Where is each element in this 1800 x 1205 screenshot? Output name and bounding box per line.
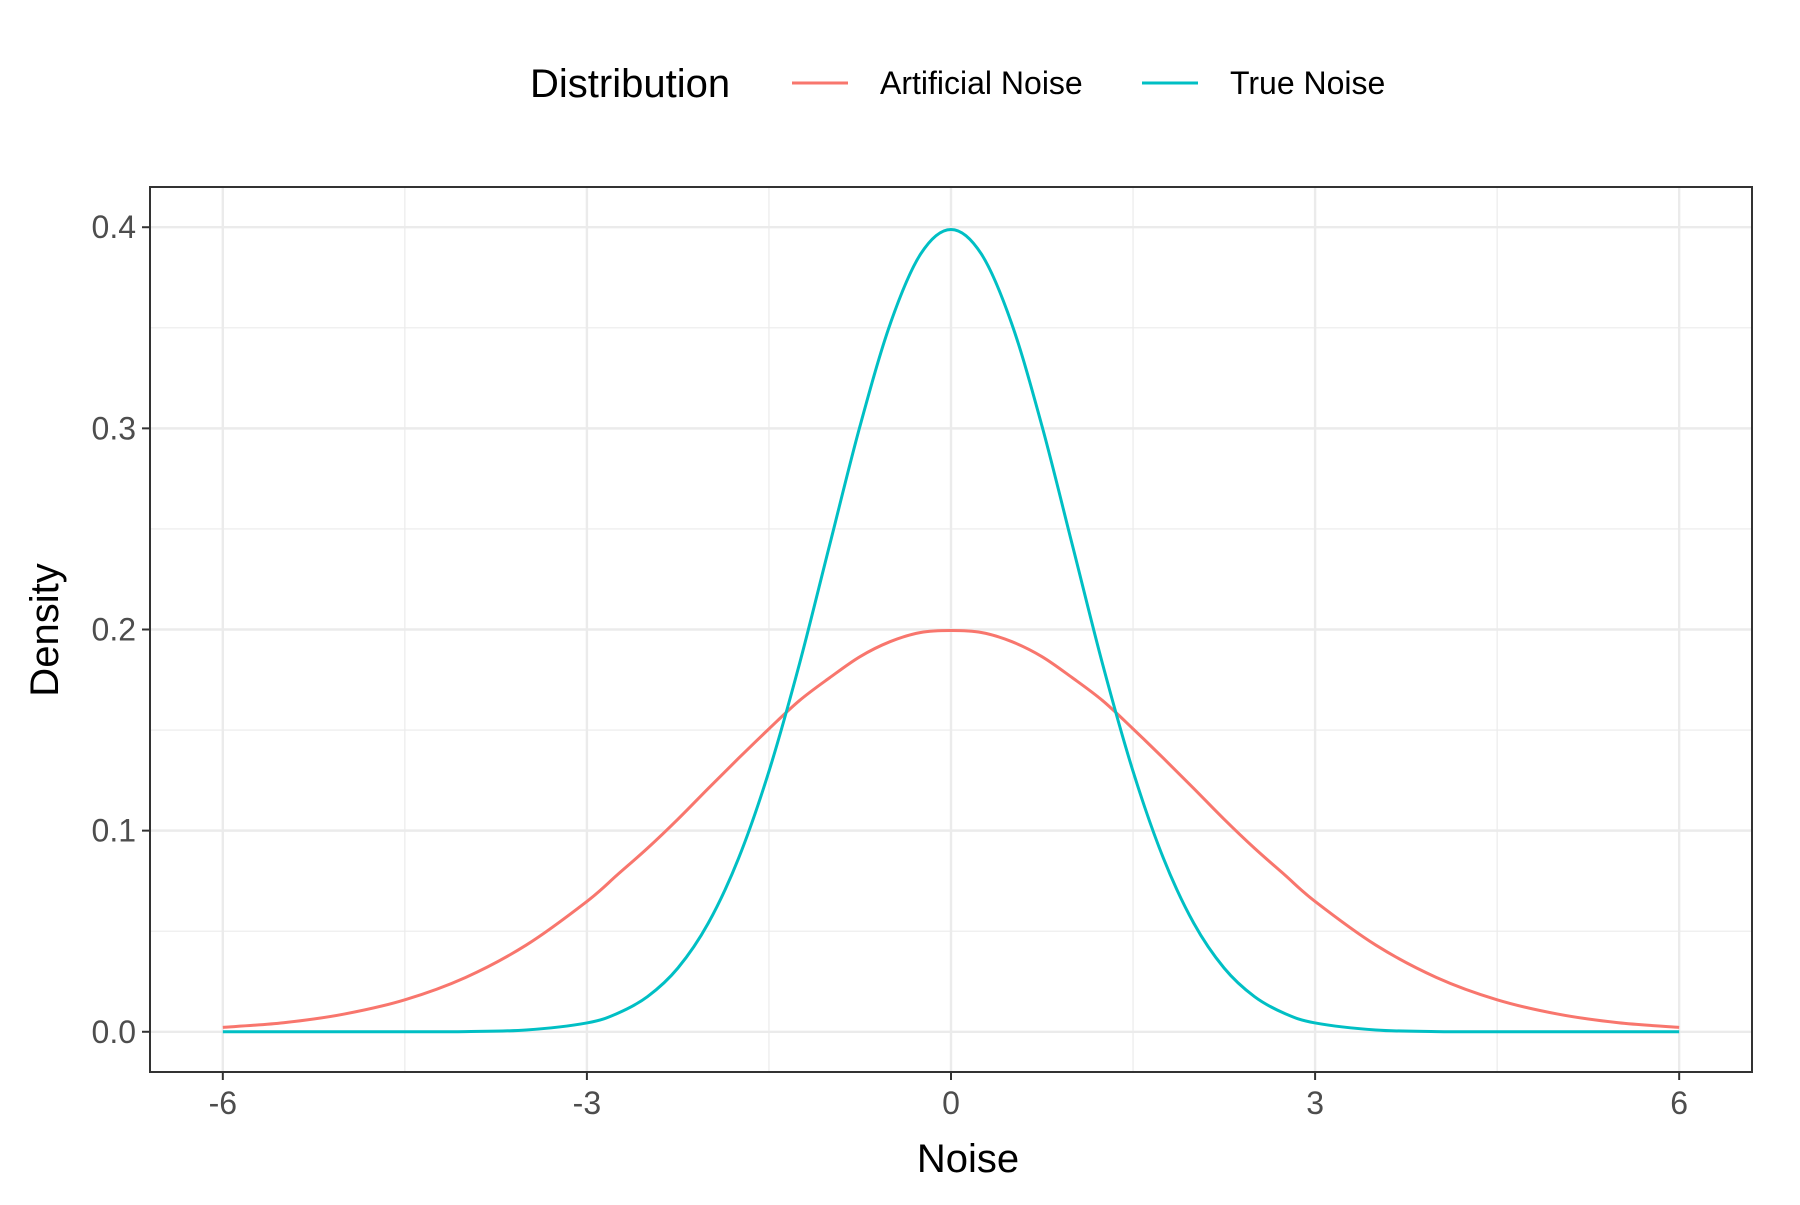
legend: Distribution Artificial Noise True Noise [530, 62, 1385, 106]
y-axis-ticks: 0.0 0.1 0.2 0.3 0.4 [92, 209, 150, 1050]
x-tick-label: 6 [1670, 1085, 1688, 1121]
x-axis-title: Noise [917, 1137, 1019, 1181]
y-tick-label: 0.3 [92, 410, 136, 446]
y-tick-label: 0.1 [92, 813, 136, 849]
y-tick-label: 0.2 [92, 612, 136, 648]
legend-label-artificial-noise: Artificial Noise [880, 65, 1083, 101]
x-tick-label: 0 [942, 1085, 960, 1121]
x-tick-label: -6 [209, 1085, 237, 1121]
x-tick-label: -3 [573, 1085, 601, 1121]
y-tick-label: 0.0 [92, 1014, 136, 1050]
series-line-true-noise [222, 227, 1680, 1034]
x-tick-label: 3 [1306, 1085, 1324, 1121]
y-tick-label: 0.4 [92, 209, 136, 245]
legend-items: Artificial Noise True Noise [792, 65, 1385, 101]
legend-label-true-noise: True Noise [1230, 65, 1385, 101]
series-lines [222, 227, 1680, 1034]
y-axis-title: Density [23, 563, 67, 696]
x-axis-ticks: -6 -3 0 3 6 [209, 1072, 1688, 1121]
legend-title: Distribution [530, 62, 730, 106]
series-line-artificial-noise [222, 629, 1680, 1029]
